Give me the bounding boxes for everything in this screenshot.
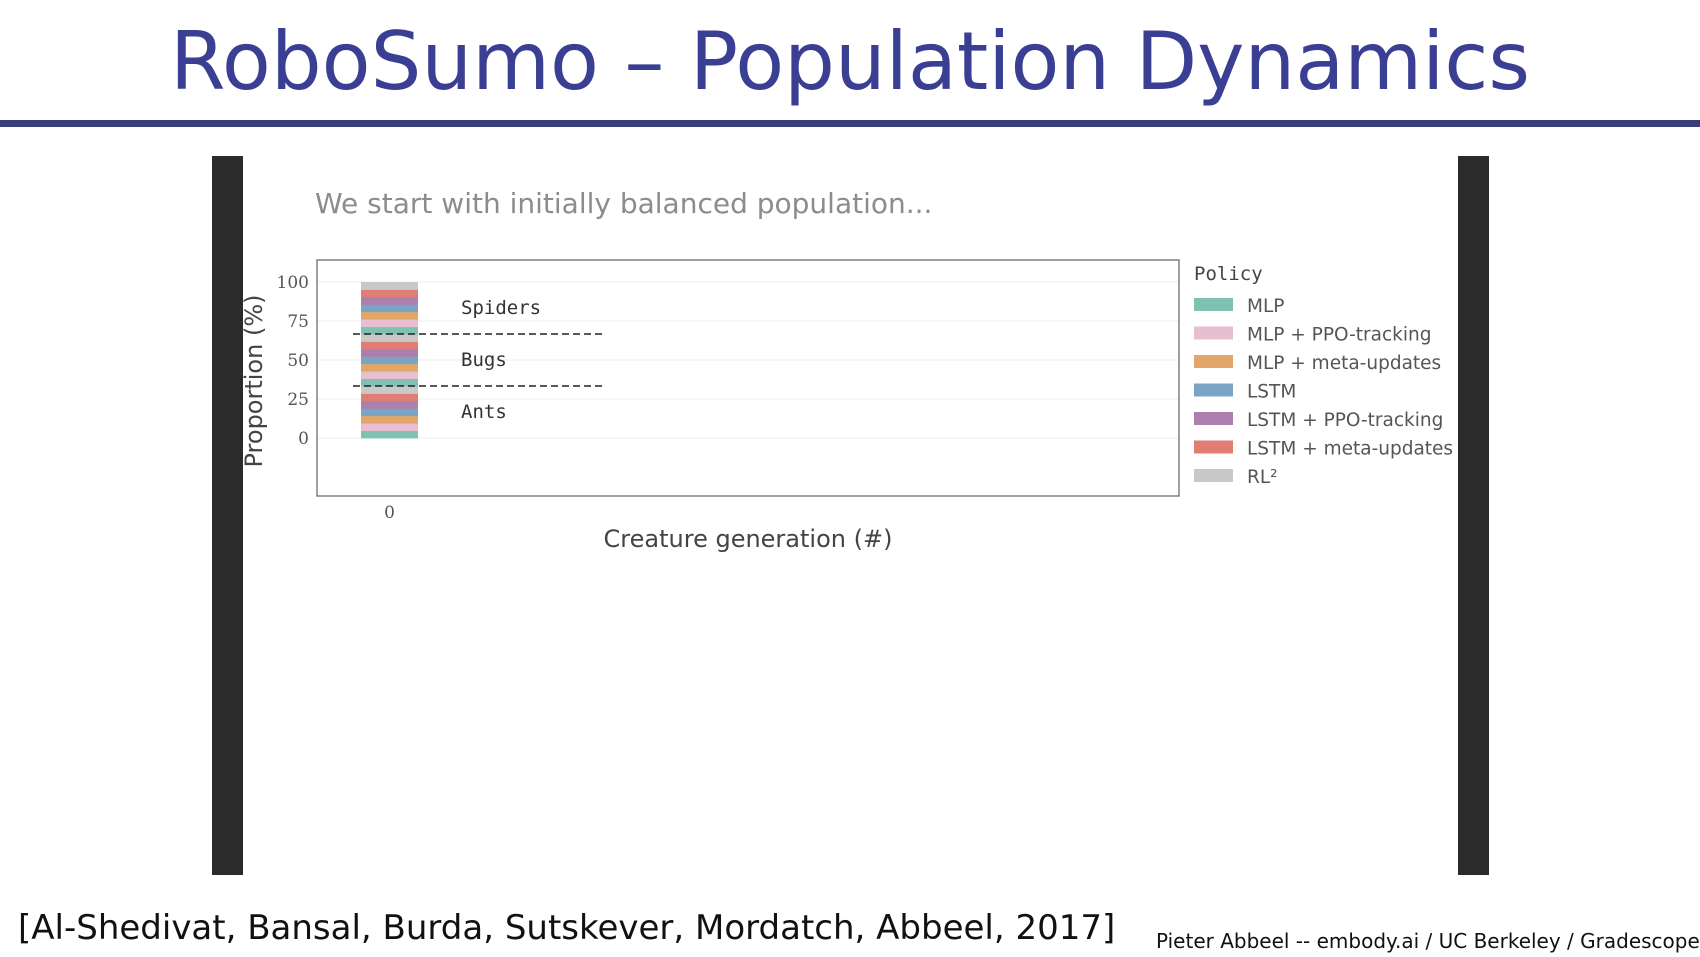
bar-segment [361, 296, 418, 305]
y-tick-label: 0 [298, 429, 309, 449]
x-axis-label: Creature generation (#) [604, 525, 893, 553]
bar-segment [361, 430, 418, 439]
bar-segment [361, 348, 418, 357]
legend-label: RL² [1247, 467, 1278, 488]
legend-swatch [1194, 383, 1233, 397]
legend-swatch [1194, 355, 1233, 368]
bar-segment [361, 341, 418, 350]
population-chart: Ants Bugs Spiders 0 25 50 75 100 0 Creature gener… [243, 259, 1453, 553]
citation: [Al-Shedivat, Bansal, Burda, Sutskever, … [18, 908, 1116, 948]
slide-title: RoboSumo – Population Dynamics [169, 15, 1531, 108]
legend-label: MLP + PPO-tracking [1247, 325, 1431, 346]
bar-segment [361, 356, 418, 365]
bar-segment [361, 371, 418, 379]
bar-segment [361, 400, 418, 409]
bar-segment [361, 311, 418, 320]
legend-swatch [1194, 326, 1233, 340]
y-axis-label: Proportion (%) [243, 295, 268, 468]
video-caption: We start with initially balanced populat… [315, 187, 933, 220]
group-label: Spiders [461, 297, 541, 319]
legend-label: MLP [1247, 296, 1284, 317]
video-frame-right-bar [1458, 156, 1489, 875]
bar-segment [361, 289, 418, 298]
legend-label: LSTM + PPO-tracking [1247, 410, 1443, 431]
plot-frame [316, 259, 1180, 497]
bar-segment [361, 326, 418, 335]
legend-swatch [1194, 412, 1233, 425]
y-tick-label: 100 [277, 273, 309, 293]
y-tick-label: 25 [287, 390, 309, 410]
footer-credit: Pieter Abbeel -- embody.ai / UC Berkeley… [1156, 929, 1700, 953]
y-tick-label: 75 [287, 312, 309, 332]
bar-segment [361, 334, 418, 342]
legend-label: LSTM [1247, 382, 1296, 403]
video-frame-left-bar [212, 156, 243, 875]
video-frame: Ants Bugs Spiders 0 25 50 75 100 0 Creature gener… [243, 156, 1458, 875]
bar-segment [361, 423, 418, 431]
group-label: Bugs [461, 349, 507, 371]
bar-segment [361, 363, 418, 372]
bar-segment [361, 393, 418, 402]
bar-segment [361, 386, 418, 394]
legend-label: LSTM + meta-updates [1247, 439, 1453, 460]
legend-title: Policy [1194, 263, 1263, 285]
legend-swatch [1194, 469, 1233, 482]
title-divider [0, 120, 1700, 127]
x-tick-label: 0 [384, 503, 395, 523]
bar-segment [361, 304, 418, 313]
bar-segment [361, 378, 418, 387]
bar-segment [361, 282, 418, 290]
bar-segment [361, 319, 418, 328]
bar-segment [361, 415, 418, 424]
y-tick-label: 50 [287, 351, 309, 371]
group-label: Ants [461, 401, 507, 423]
legend-swatch [1194, 440, 1233, 454]
legend-swatch [1194, 298, 1233, 311]
bar-segment [361, 408, 418, 417]
legend-label: MLP + meta-updates [1247, 353, 1441, 374]
